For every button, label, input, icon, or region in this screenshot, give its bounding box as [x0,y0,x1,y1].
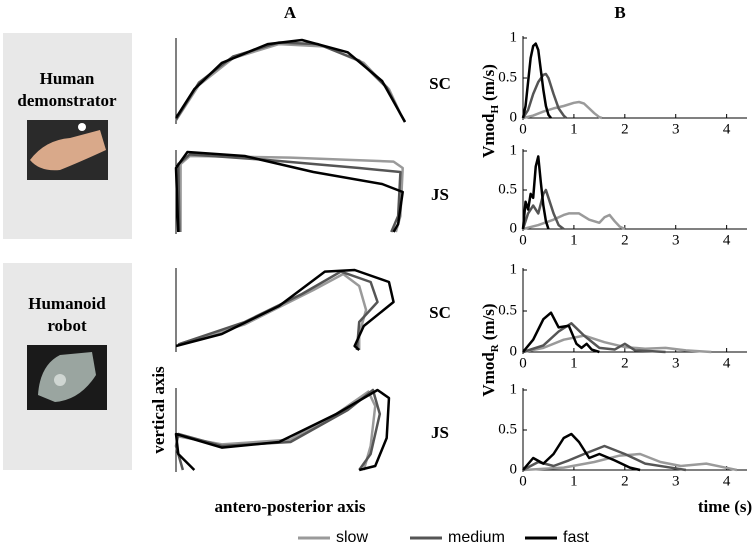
series-line [522,322,666,354]
y-axis-label-sub: R [489,343,501,352]
y-tick-label: 0 [510,220,518,236]
series-line [174,42,407,123]
robot-photo [27,345,107,410]
x-tick-label: 1 [570,355,578,371]
x-axis-label: antero-posterior axis [215,497,366,516]
y-tick-label: 1 [510,381,518,397]
y-tick-label: 0.5 [498,69,517,85]
legend-label: medium [448,529,505,546]
x-tick-label: 0 [519,473,527,489]
x-tick-label: 2 [621,355,629,371]
series-line [522,432,641,472]
series-line [178,390,377,471]
series-line [174,41,407,123]
y-axis-label-text: Vmod [479,113,498,158]
x-tick-label: 0 [519,355,527,371]
series-line [521,155,550,230]
row-label: Human [40,69,95,88]
x-tick-label: 2 [621,473,629,489]
series-line [521,72,568,119]
column-label: B [614,3,625,22]
y-tick-label: 0 [510,343,518,359]
x-tick-label: 1 [570,232,578,248]
x-tick-label: 3 [672,121,680,137]
y-axis-label: VmodH (m/s) [479,64,501,158]
y-axis-label-sub: H [489,104,501,113]
x-tick-label: 1 [570,121,578,137]
y-axis-label: vertical axis [149,366,168,454]
y-tick-label: 0 [510,461,518,477]
row-label: demonstrator [17,91,117,110]
x-tick-label: 4 [723,355,731,371]
y-tick-label: 0.5 [498,421,517,437]
series-line [522,212,626,231]
column-label: A [284,3,297,22]
x-tick-label: 4 [723,473,731,489]
panel-label: SC [429,303,451,322]
x-tick-label: 0 [519,232,527,248]
series-line [522,100,603,120]
legend: slow medium fast [298,529,589,546]
x-tick-label: 3 [672,355,680,371]
x-tick-label: 4 [723,232,731,248]
y-tick-label: 0.5 [498,181,517,197]
legend-label: fast [563,529,589,546]
y-tick-label: 1 [510,29,518,45]
row-label: Humanoid [28,294,106,313]
y-axis-label: VmodR (m/s) [479,303,501,396]
series-line [174,38,407,123]
row-label: robot [47,316,87,335]
x-tick-label: 2 [621,121,629,137]
series-line [174,388,382,471]
y-axis-label-unit: (m/s) [479,64,498,101]
legend-label: slow [336,529,368,546]
x-tick-label: 0 [519,121,527,137]
y-tick-label: 1 [510,142,518,158]
hand-photo [27,120,108,180]
series-line [522,452,738,472]
panel-label: JS [431,423,449,442]
y-tick-label: 0.5 [498,302,517,318]
series-line [175,268,395,351]
x-tick-label: 1 [570,473,578,489]
x-tick-label: 4 [723,121,731,137]
series-line [174,150,404,233]
y-axis-label-unit: (m/s) [479,303,498,340]
series-line [522,311,600,354]
x-tick-label: 2 [621,232,629,248]
series-line [521,188,565,230]
series-line [522,444,687,472]
y-axis-label-text: Vmod [479,352,498,397]
y-tick-label: 0 [510,109,518,125]
x-tick-label: 3 [672,473,680,489]
series-line [521,42,552,119]
series-line [180,272,368,350]
series-line [174,388,391,472]
x-tick-label: 3 [672,232,680,248]
panel-label: JS [431,185,449,204]
x-axis-label: time (s) [698,497,752,516]
y-tick-label: 1 [510,261,518,277]
series-line [522,334,712,354]
panel-label: SC [429,74,451,93]
